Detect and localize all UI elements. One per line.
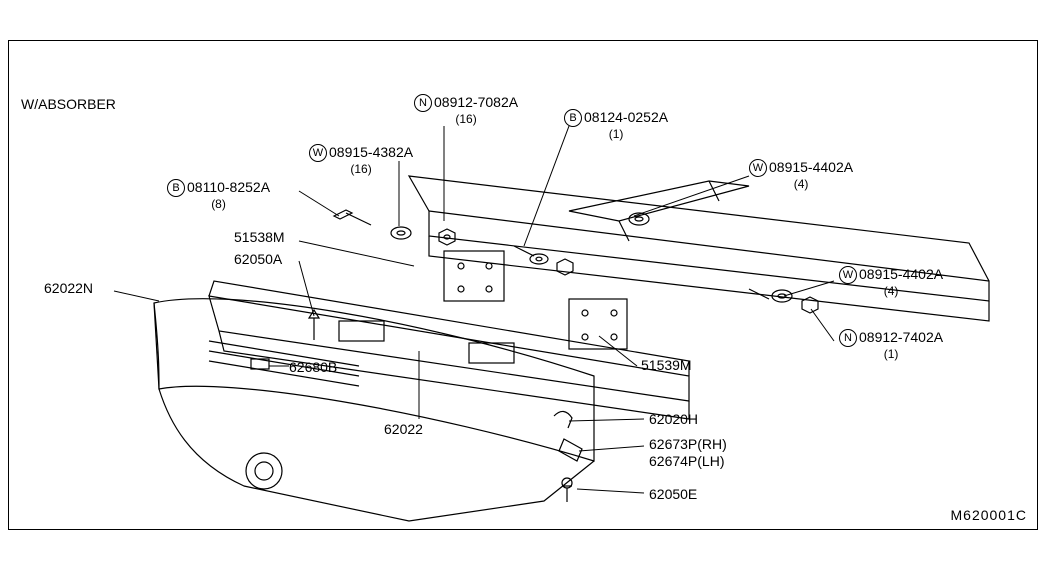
part-number: 62050E bbox=[649, 486, 697, 502]
part-number: 51539M bbox=[641, 357, 692, 373]
callout-62050e: 62050E bbox=[649, 486, 697, 503]
part-qty: (1) bbox=[564, 127, 668, 141]
prefix-w-icon: W bbox=[839, 266, 857, 284]
callout-b-08110-8252a: B08110-8252A (8) bbox=[167, 179, 270, 212]
part-number: 08915-4402A bbox=[859, 266, 943, 282]
callout-w-08915-4402a-mid: W08915-4402A (4) bbox=[839, 266, 943, 299]
callout-62680b: 62680B bbox=[289, 359, 337, 376]
callout-n-08912-7402a: N08912-7402A (1) bbox=[839, 329, 943, 362]
part-number: 08912-7082A bbox=[434, 94, 518, 110]
part-number: 62680B bbox=[289, 359, 337, 375]
callout-62673p: 62673P(RH) bbox=[649, 436, 727, 453]
part-number: 62674P(LH) bbox=[649, 453, 725, 469]
prefix-n-icon: N bbox=[414, 94, 432, 112]
callout-62050a: 62050A bbox=[234, 251, 282, 268]
part-number: 62050A bbox=[234, 251, 282, 267]
callout-n-08912-7082a: N08912-7082A (16) bbox=[414, 94, 518, 127]
part-number: 08124-0252A bbox=[584, 109, 668, 125]
part-number: 08110-8252A bbox=[187, 179, 270, 195]
part-qty: (1) bbox=[839, 347, 943, 361]
page-code: M620001C bbox=[951, 507, 1028, 523]
part-number: 62673P(RH) bbox=[649, 436, 727, 452]
prefix-w-icon: W bbox=[749, 159, 767, 177]
callout-62022: 62022 bbox=[384, 421, 423, 438]
part-number: 08915-4382A bbox=[329, 144, 413, 160]
part-qty: (4) bbox=[839, 284, 943, 298]
callout-w-08915-4402a-top: W08915-4402A (4) bbox=[749, 159, 853, 192]
part-qty: (16) bbox=[309, 162, 413, 176]
callout-62674p: 62674P(LH) bbox=[649, 453, 725, 470]
callout-51538m: 51538M bbox=[234, 229, 285, 246]
part-qty: (4) bbox=[749, 177, 853, 191]
part-number: 62022 bbox=[384, 421, 423, 437]
part-number: 08912-7402A bbox=[859, 329, 943, 345]
callout-b-08124-0252a: B08124-0252A (1) bbox=[564, 109, 668, 142]
prefix-b-icon: B bbox=[564, 109, 582, 127]
part-qty: (16) bbox=[414, 112, 518, 126]
part-number: 62020H bbox=[649, 411, 698, 427]
prefix-b-icon: B bbox=[167, 179, 185, 197]
prefix-n-icon: N bbox=[839, 329, 857, 347]
prefix-w-icon: W bbox=[309, 144, 327, 162]
part-qty: (8) bbox=[167, 197, 270, 211]
part-number: 51538M bbox=[234, 229, 285, 245]
diagram-frame: W/ABSORBER M620001C N08912-7082A(16)B081… bbox=[8, 40, 1038, 530]
callout-62022n: 62022N bbox=[44, 280, 93, 297]
callout-w-08915-4382a: W08915-4382A (16) bbox=[309, 144, 413, 177]
callout-62020h: 62020H bbox=[649, 411, 698, 428]
note-absorber: W/ABSORBER bbox=[21, 96, 116, 113]
part-number: 08915-4402A bbox=[769, 159, 853, 175]
callout-51539m: 51539M bbox=[641, 357, 692, 374]
part-number: 62022N bbox=[44, 280, 93, 296]
